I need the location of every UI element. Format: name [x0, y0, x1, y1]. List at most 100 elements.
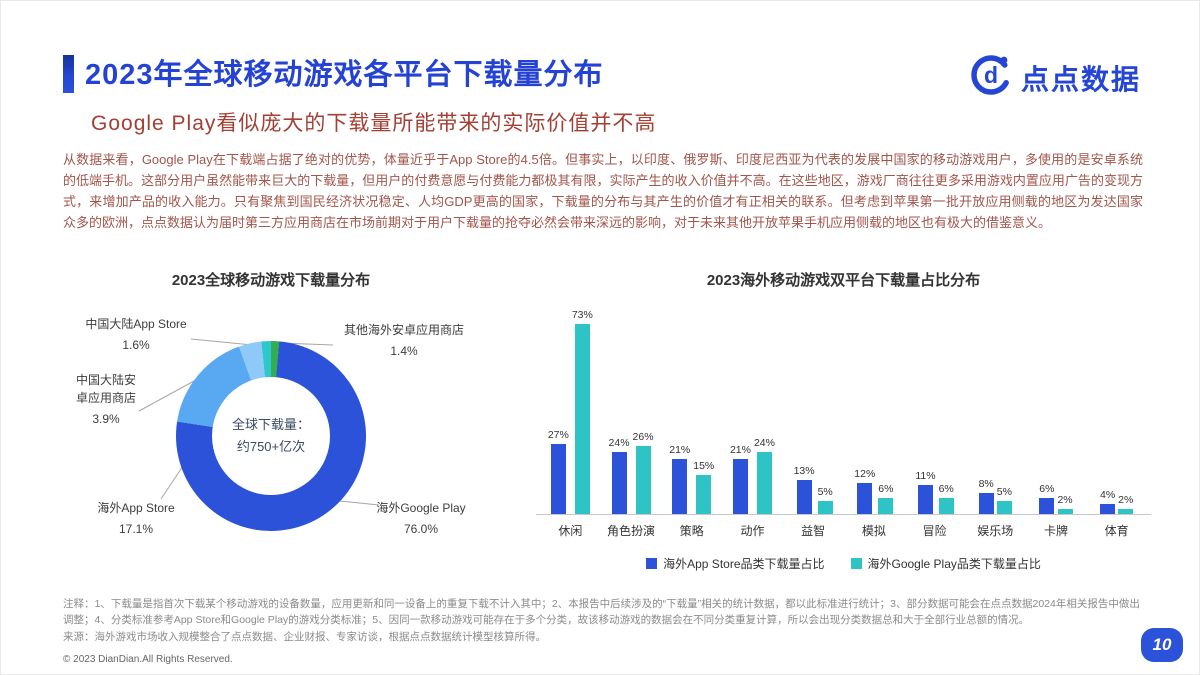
bar-value-label: 4%: [1099, 488, 1116, 501]
bar-with-label: 12%: [854, 468, 875, 514]
bar-plot: 27% 73% 24% 26% 21% 15% 21% 24% 13% 5% 12% 6% 11% 6% 8…: [536, 293, 1151, 515]
slice-percent: 76.0%: [403, 522, 439, 536]
slice-label: 海外Google Play: [376, 501, 466, 515]
bar-value-label: 21%: [669, 444, 691, 457]
bar-with-label: 4%: [1100, 489, 1115, 514]
donut-center-label: 全球下载量： 约750+亿次: [212, 377, 330, 495]
bar-value-label: 5%: [996, 486, 1012, 498]
donut-ring: 全球下载量： 约750+亿次: [176, 341, 366, 531]
title-accent-bar: [63, 55, 74, 93]
brand-logo: d 点点数据: [969, 53, 1141, 102]
bar-with-label: 6%: [939, 483, 954, 514]
bar: [878, 498, 894, 514]
slice-percent: 3.9%: [92, 412, 120, 426]
bar-with-label: 11%: [915, 470, 936, 514]
bar: [635, 446, 651, 514]
bar: [1118, 508, 1134, 514]
bar: [817, 501, 833, 514]
bar-group: 11% 6%: [904, 470, 965, 514]
bar-value-label: 21%: [729, 444, 751, 457]
page-title: 2023年全球移动游戏各平台下载量分布: [85, 59, 604, 91]
slice-label: 其他海外安卓应用商店: [343, 323, 464, 337]
legend-swatch-icon: [850, 558, 862, 569]
bar-with-label: 5%: [818, 486, 833, 514]
slide-subtitle: Google Play看似庞大的下载量所能带来的实际价值并不高: [91, 112, 657, 135]
slice-percent: 1.4%: [390, 344, 418, 358]
copyright: © 2023 DianDian.All Rights Reserved.: [63, 654, 233, 665]
bar: [732, 459, 748, 514]
bar-with-label: 21%: [730, 444, 751, 514]
bar-value-label: 24%: [608, 436, 630, 449]
bar: [796, 480, 812, 514]
bar: [756, 451, 772, 514]
bar-group: 27% 73%: [540, 309, 601, 514]
bar-with-label: 6%: [878, 483, 893, 514]
bar-value-label: 73%: [571, 309, 593, 322]
bar: [938, 498, 954, 514]
bar-value-label: 2%: [1057, 493, 1073, 506]
bar-legend: 海外App Store品类下载量占比 海外Google Play品类下载量占比: [536, 555, 1151, 572]
bar: [996, 501, 1012, 514]
bar-with-label: 21%: [669, 444, 690, 514]
bar-value-label: 12%: [854, 467, 876, 480]
bar-category-label: 休闲: [558, 524, 583, 538]
donut-label-cn-appstore: 中国大陆App Store 1.6%: [71, 315, 201, 354]
bar-with-label: 73%: [572, 309, 593, 514]
bar-value-label: 15%: [693, 460, 715, 472]
legend-swatch-icon: [646, 558, 658, 569]
bar-category-label: 策略: [679, 524, 704, 538]
donut-label-cn-android: 中国大陆安卓应用商店 3.9%: [73, 371, 139, 428]
donut-center-line1: 全球下载量：: [231, 416, 310, 432]
bar: [550, 443, 566, 514]
bar-group: 21% 15%: [661, 444, 722, 514]
slice-label: 中国大陆安卓应用商店: [75, 373, 136, 405]
donut-label-google-play: 海外Google Play 76.0%: [361, 499, 481, 538]
legend-item: 海外App Store品类下载量占比: [646, 555, 825, 572]
bar-group: 21% 24%: [722, 437, 783, 514]
bar-value-label: 2%: [1118, 493, 1134, 506]
legend-label: 海外Google Play品类下载量占比: [867, 557, 1041, 571]
bar-with-label: 15%: [693, 460, 714, 514]
bar-group: 24% 26%: [601, 431, 662, 514]
donut-label-overseas-appstore: 海外App Store 17.1%: [81, 499, 191, 538]
bar-category-label: 娱乐场: [977, 524, 1014, 538]
bar-group: 4% 2%: [1086, 489, 1147, 514]
bar-category-label: 卡牌: [1043, 524, 1068, 538]
donut-center-line2: 约750+亿次: [236, 439, 306, 454]
bar-with-label: 8%: [979, 478, 994, 514]
bar-value-label: 11%: [915, 470, 936, 483]
bar-value-label: 24%: [753, 436, 775, 449]
bar-category-label: 角色扮演: [607, 524, 656, 538]
bar-value-label: 13%: [793, 465, 815, 478]
bar: [1100, 503, 1116, 514]
bar-value-label: 8%: [978, 478, 994, 491]
bar-with-label: 24%: [754, 437, 775, 514]
bar-group: 13% 5%: [783, 465, 844, 514]
legend-label: 海外App Store品类下载量占比: [663, 557, 825, 571]
bar-category-label: 模拟: [861, 524, 886, 538]
bar-category-label: 冒险: [922, 524, 947, 538]
bar-value-label: 5%: [817, 486, 833, 498]
bar: [574, 324, 590, 514]
bar-with-label: 2%: [1118, 494, 1133, 514]
donut-label-other-android: 其他海外安卓应用商店 1.4%: [329, 321, 479, 360]
bar-chart-title: 2023海外移动游戏双平台下载量占比分布: [706, 272, 981, 289]
bar-group: 8% 5%: [965, 478, 1026, 514]
source-note: 来源：海外游戏市场收入规模整合了点点数据、企业财报、专家访谈，根据点点数据统计模…: [63, 631, 546, 643]
bar: [611, 451, 627, 514]
bar-category-label: 体育: [1104, 524, 1129, 538]
bar-value-label: 6%: [938, 483, 954, 496]
bar: [1039, 498, 1055, 514]
bar-categories: 休闲 角色扮演 策略 动作 益智 模拟 冒险 娱乐场 卡牌 体育: [536, 515, 1151, 539]
bar-category-label: 益智: [801, 524, 826, 538]
bar: [696, 475, 712, 514]
page-number-badge: 10: [1141, 628, 1183, 662]
brand-logo-text: 点点数据: [1020, 63, 1141, 95]
bar-chart: 27% 73% 24% 26% 21% 15% 21% 24% 13% 5% 12% 6% 11% 6% 8…: [536, 293, 1151, 572]
bar: [917, 485, 933, 514]
bar-with-label: 6%: [1039, 483, 1054, 514]
bar-value-label: 6%: [1039, 483, 1055, 496]
bar-with-label: 26%: [633, 431, 654, 514]
bar-value-label: 6%: [878, 483, 894, 496]
